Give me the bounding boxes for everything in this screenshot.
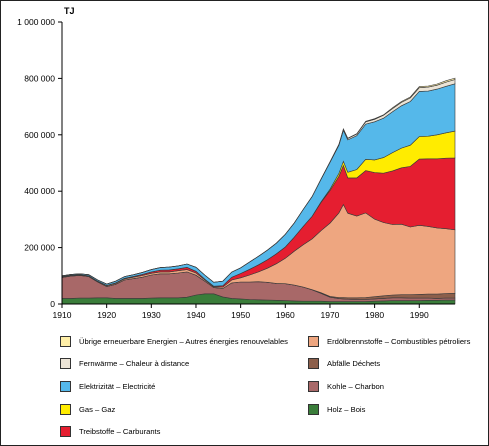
legend-label: Treibstoffe – Carburants: [79, 426, 161, 436]
y-tick-label: 800 000: [24, 73, 55, 83]
legend-item: Elektrizität – Electricité: [60, 379, 155, 393]
legend-item: Treibstoffe – Carburants: [60, 424, 160, 438]
legend-item: Übrige erneuerbare Energien – Autres éne…: [60, 334, 288, 348]
y-tick-label: 400 000: [24, 186, 55, 196]
x-tick-label: 1940: [187, 310, 206, 320]
legend-swatch: [60, 357, 71, 369]
y-tick-label: 600 000: [24, 130, 55, 140]
axes: 0 200 000 400 000 600 000 800 000 1 000 000 19…: [17, 17, 455, 320]
legend-swatch: [60, 403, 71, 415]
legend-swatch: [60, 335, 71, 347]
legend-item: Erdölbrennstoffe – Combustibles pétrolie…: [308, 334, 470, 348]
legend-swatch: [60, 425, 71, 437]
y-tick-label: 200 000: [24, 243, 55, 253]
x-tick-label: 1910: [53, 310, 72, 320]
legend-item: Abfälle Déchets: [308, 356, 380, 370]
legend: Übrige erneuerbare Energien – Autres éne…: [60, 334, 480, 440]
legend-label: Übrige erneuerbare Energien – Autres éne…: [79, 336, 288, 346]
y-tick-label: 1 000 000: [17, 17, 55, 27]
legend-label: Erdölbrennstoffe – Combustibles pétrolie…: [327, 336, 471, 346]
legend-item: Gas – Gaz: [60, 402, 115, 416]
legend-item: Kohle – Charbon: [308, 379, 384, 393]
x-tick-label: 1990: [410, 310, 429, 320]
legend-label: Elektrizität – Electricité: [79, 381, 156, 391]
legend-swatch: [308, 403, 319, 415]
y-unit-label: TJ: [64, 6, 75, 16]
legend-item: Holz – Bois: [308, 402, 365, 416]
legend-label: Fernwärme – Chaleur à distance: [79, 358, 190, 368]
x-tick-label: 1950: [231, 310, 250, 320]
legend-label: Holz – Bois: [327, 404, 366, 414]
legend-label: Abfälle Déchets: [327, 358, 381, 368]
legend-swatch: [308, 335, 319, 347]
stacked-areas: [61, 77, 456, 305]
x-tick-label: 1960: [276, 310, 295, 320]
x-tick-label: 1970: [320, 310, 339, 320]
legend-item: Fernwärme – Chaleur à distance: [60, 356, 189, 370]
area-series-8: [61, 77, 456, 285]
y-tick-label: 0: [50, 299, 55, 309]
legend-label: Gas – Gaz: [79, 404, 116, 414]
chart: 0 200 000 400 000 600 000 800 000 1 000 000 19…: [17, 6, 456, 320]
x-tick-label: 1920: [97, 310, 116, 320]
x-tick-label: 1980: [365, 310, 384, 320]
x-tick-label: 1930: [142, 310, 161, 320]
legend-swatch: [308, 380, 319, 392]
legend-swatch: [60, 380, 71, 392]
legend-swatch: [308, 357, 319, 369]
legend-label: Kohle – Charbon: [327, 381, 384, 391]
